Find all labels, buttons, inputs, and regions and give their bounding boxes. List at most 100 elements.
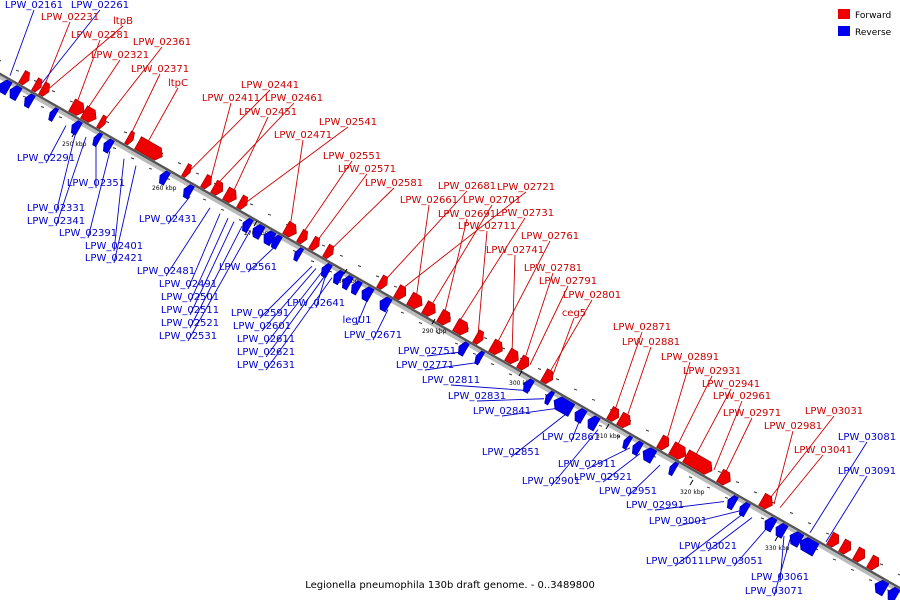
- forward-gene: [38, 81, 50, 97]
- gene-label: LPW_02851: [482, 447, 540, 458]
- gene-label: LPW_02231: [41, 12, 99, 23]
- minor-tick-lower: [238, 219, 243, 222]
- gene-label: LPW_02971: [723, 408, 781, 419]
- gene-label: LPW_02601: [233, 321, 291, 332]
- gene-label: LPW_02531: [159, 331, 217, 342]
- minor-tick-lower: [202, 198, 207, 201]
- gene-label: LPW_02711: [458, 221, 516, 232]
- forward-gene: [282, 220, 297, 238]
- gene-label: LPW_03081: [838, 432, 896, 443]
- forward-gene: [852, 546, 865, 563]
- gene-label: LPW_02501: [161, 292, 219, 303]
- legend-reverse-label: Reverse: [855, 28, 892, 38]
- reverse-gene: [48, 107, 60, 122]
- label-leader-line: [129, 73, 161, 137]
- gene-label: LPW_02731: [496, 208, 554, 219]
- reverse-gene: [799, 537, 820, 557]
- label-leader-line: [779, 454, 824, 508]
- label-leader-line: [602, 453, 641, 483]
- minor-tick-upper: [249, 203, 254, 206]
- label-leader-line: [674, 512, 745, 567]
- label-leader-line: [383, 190, 468, 282]
- reverse-gene: [574, 408, 588, 424]
- gene-label: LPW_03031: [805, 406, 863, 417]
- label-leader-line: [113, 158, 125, 252]
- minor-tick-lower: [40, 105, 45, 108]
- minor-tick-upper: [717, 470, 722, 473]
- gene-label: LPW_03061: [751, 572, 809, 583]
- label-leader-line: [75, 39, 101, 106]
- forward-gene: [504, 347, 519, 365]
- reverse-gene: [252, 224, 266, 240]
- minor-tick-upper: [15, 69, 20, 72]
- forward-gene: [134, 136, 163, 161]
- minor-tick-upper: [753, 491, 758, 494]
- forward-gene: [716, 468, 731, 486]
- label-leader-line: [265, 271, 323, 345]
- minor-tick-upper: [105, 121, 110, 124]
- legend-reverse-swatch: [838, 26, 850, 36]
- gene-label: LPW_02471: [274, 130, 332, 141]
- forward-gene: [606, 405, 619, 422]
- reverse-gene: [332, 269, 345, 286]
- minor-tick-lower: [724, 496, 729, 499]
- reverse-gene: [341, 275, 354, 291]
- label-leader-line: [289, 139, 304, 228]
- legend-forward-swatch: [838, 9, 850, 19]
- legend: Forward Reverse: [838, 9, 892, 38]
- forward-gene: [452, 317, 469, 336]
- label-leader-line: [113, 165, 137, 264]
- minor-tick-lower: [112, 147, 117, 150]
- label-leader-line: [315, 274, 327, 309]
- minor-tick-upper: [339, 254, 344, 257]
- reverse-gene: [270, 234, 283, 250]
- gene-label: legU1: [343, 315, 372, 326]
- gene-label: LPW_02161: [5, 0, 63, 11]
- label-leader-line: [511, 254, 516, 355]
- gene-label: LPW_02881: [622, 337, 680, 348]
- gene-label: LPW_02931: [683, 366, 741, 377]
- minor-tick-lower: [454, 342, 459, 345]
- reverse-gene: [350, 280, 363, 296]
- gene-label: LPW_02631: [237, 360, 295, 371]
- label-leader-line: [85, 59, 121, 112]
- label-leader-line: [189, 89, 271, 171]
- gene-label: LPW_02901: [522, 476, 580, 487]
- kbp-tick-mark: [774, 535, 779, 542]
- gene-labels: LPW_02231 ltpB LPW_02281 LPW_02321 LPW_02361…: [5, 0, 896, 597]
- forward-gene: [668, 441, 687, 460]
- label-leader-line: [495, 240, 551, 346]
- label-leader-line: [426, 351, 463, 357]
- forward-gene: [616, 411, 631, 429]
- minor-tick-upper: [879, 563, 884, 566]
- gene-arrows: [0, 69, 900, 600]
- label-leader-line: [265, 273, 327, 358]
- minor-tick-lower: [508, 373, 513, 376]
- label-leader-line: [825, 475, 868, 543]
- minor-tick-upper: [393, 285, 398, 288]
- minor-tick-upper: [735, 481, 740, 484]
- label-leader-line: [245, 126, 349, 203]
- reverse-gene: [0, 79, 13, 96]
- reverse-gene: [553, 396, 576, 417]
- gene-label: LPW_02431: [139, 214, 197, 225]
- label-leader-line: [43, 21, 71, 88]
- forward-gene: [406, 291, 423, 310]
- label-leader-line: [145, 87, 179, 146]
- reverse-gene: [738, 501, 751, 518]
- label-leader-line: [476, 398, 545, 402]
- minor-tick-upper: [51, 90, 56, 93]
- gene-label: LPW_02411: [202, 93, 260, 104]
- gene-label: LPW_02661: [400, 195, 458, 206]
- forward-gene: [200, 173, 212, 190]
- reverse-gene: [320, 263, 333, 279]
- forward-gene: [656, 434, 669, 451]
- label-leader-line: [477, 230, 488, 336]
- label-leader-line: [809, 441, 868, 533]
- gene-label: LPW_02831: [448, 391, 506, 402]
- gene-label: LPW_02451: [239, 107, 297, 118]
- gene-label: LPW_02481: [137, 266, 195, 277]
- label-leader-line: [424, 361, 481, 371]
- minor-tick-lower: [598, 424, 603, 427]
- minor-tick-lower: [760, 517, 765, 520]
